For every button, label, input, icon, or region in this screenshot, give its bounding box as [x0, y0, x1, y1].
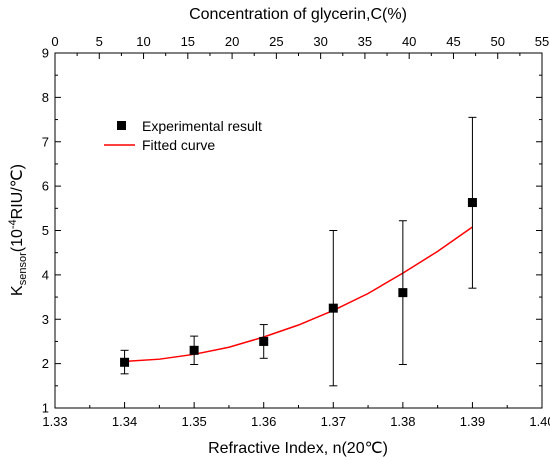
- y-tick-label: 6: [42, 179, 49, 194]
- top-tick-label: 5: [96, 34, 103, 49]
- data-point: [328, 303, 338, 313]
- plot-frame: [54, 52, 543, 409]
- y-axis-title-main: K: [9, 285, 26, 296]
- x-tick-label: 1.33: [42, 414, 67, 429]
- y-axis-title-exp: -4: [7, 219, 19, 229]
- y-tick-label: 1: [42, 401, 49, 416]
- top-tick-label: 40: [402, 34, 416, 49]
- data-point: [189, 345, 199, 355]
- top-tick-label: 10: [136, 34, 150, 49]
- top-tick-label: 30: [313, 34, 327, 49]
- top-tick-label: 50: [490, 34, 504, 49]
- top-axis: 0 5 10 15 20 25 30 35 40 45 50 55: [51, 34, 549, 59]
- top-tick-label: 55: [535, 34, 549, 49]
- fitted-curve-layer: [124, 226, 473, 363]
- data-point: [398, 288, 408, 298]
- bottom-axis: 1.33 1.34 1.35 1.36 1.37 1.38 1.39 1.40: [42, 402, 550, 429]
- legend-label-fitted: Fitted curve: [142, 137, 215, 153]
- x-tick-label: 1.39: [460, 414, 485, 429]
- legend-label-experimental: Experimental result: [142, 118, 262, 134]
- x-tick-label: 1.36: [251, 414, 276, 429]
- left-axis: 1 2 3 4 5 6 7 8 9: [42, 46, 61, 416]
- legend: Experimental result Fitted curve: [104, 118, 262, 153]
- top-tick-label: 20: [225, 34, 239, 49]
- x-tick-label: 1.38: [390, 414, 415, 429]
- y-axis-title-unit-pre: (10: [9, 229, 26, 252]
- y-tick-label: 8: [42, 90, 49, 105]
- x-tick-label: 1.37: [321, 414, 346, 429]
- top-tick-label: 35: [358, 34, 372, 49]
- top-axis-title: Concentration of glycerin,C(%): [189, 6, 407, 23]
- bottom-axis-title: Refractive Index, n(20℃): [208, 440, 388, 457]
- y-axis-title-unit-post: RIU/℃): [9, 164, 26, 219]
- y-tick-label: 7: [42, 134, 49, 149]
- top-tick-label: 15: [181, 34, 195, 49]
- data-point: [120, 357, 130, 367]
- data-points-layer: [120, 116, 477, 387]
- top-tick-label: 0: [51, 34, 58, 49]
- x-tick-label: 1.35: [181, 414, 206, 429]
- y-axis-title-sub: sensor: [17, 252, 29, 285]
- data-point: [467, 198, 477, 208]
- x-tick-label: 1.34: [112, 414, 137, 429]
- y-tick-label: 3: [42, 312, 49, 327]
- y-tick-label: 9: [42, 46, 49, 61]
- right-axis: [536, 52, 542, 409]
- y-tick-label: 4: [42, 267, 49, 282]
- y-axis-title: Ksensor(10-4RIU/℃): [7, 164, 29, 296]
- x-tick-label: 1.40: [529, 414, 550, 429]
- y-tick-label: 2: [42, 356, 49, 371]
- legend-marker-experimental: [117, 121, 126, 130]
- top-tick-label: 45: [446, 34, 460, 49]
- y-tick-label: 5: [42, 223, 49, 238]
- fitted-curve: [124, 226, 473, 363]
- top-tick-label: 25: [269, 34, 283, 49]
- data-point: [259, 336, 269, 346]
